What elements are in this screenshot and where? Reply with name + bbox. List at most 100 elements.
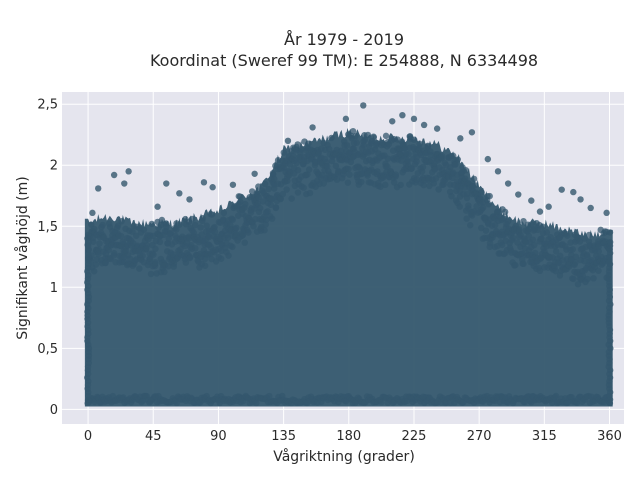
scatter-point-1338 [520, 260, 527, 268]
chart-title-line-1: År 1979 - 2019 [284, 30, 404, 49]
outlier-point-24 [229, 181, 237, 188]
outlier-point-2 [410, 115, 418, 123]
scatter-point-1274 [498, 241, 506, 249]
outlier-point-29 [558, 186, 565, 193]
scatter-point-1436 [552, 248, 560, 255]
scatter-point-597 [279, 190, 287, 198]
outlier-point-25 [251, 170, 258, 177]
scatter-point-680 [305, 166, 313, 173]
scatter-point-1165 [463, 194, 471, 202]
scatter-point-110 [119, 238, 126, 246]
scatter-point-1370 [531, 241, 538, 249]
scatter-point-837 [356, 165, 364, 172]
scatter-point-181 [143, 245, 150, 252]
scatter-point-93 [114, 222, 122, 229]
outlier-point-27 [528, 197, 535, 204]
scatter-point-418 [220, 216, 227, 223]
scatter-point-544 [261, 180, 269, 188]
outlier-point-8 [468, 129, 476, 136]
scatter-point-1209 [478, 189, 485, 196]
scatter-point-380 [208, 211, 216, 218]
scatter-point-1157 [462, 175, 469, 182]
scatter-point-644 [294, 167, 302, 174]
scatter-point-1536 [585, 231, 593, 239]
scatter-point-578 [272, 204, 280, 211]
scatter-point-262 [170, 251, 177, 258]
scatter-point-300 [182, 259, 190, 266]
scatter-point-284 [177, 246, 184, 253]
scatter-point-525 [255, 194, 262, 201]
y-tick-label-2: 1 [50, 281, 58, 296]
scatter-point-734 [323, 163, 331, 170]
scatter-point-760 [332, 162, 340, 170]
scatter-point-1552 [590, 275, 597, 282]
outlier-point-0 [360, 102, 367, 109]
scatter-point-1185 [470, 175, 478, 183]
scatter-point-1366 [529, 236, 537, 243]
scatter-point-1534 [584, 253, 591, 260]
scatter-point-82 [110, 250, 118, 257]
scatter-point-320 [188, 215, 196, 223]
outlier-point-28 [545, 203, 552, 210]
scatter-point-922 [384, 155, 392, 162]
scatter-point-1280 [501, 208, 509, 216]
outlier-point-11 [494, 168, 502, 175]
scatter-point-22 [90, 225, 98, 233]
scatter-point-44 [99, 221, 106, 229]
outlier-point-31 [587, 204, 594, 212]
scatter-point-574 [271, 175, 278, 183]
scatter-point-1172 [467, 222, 474, 229]
scatter-point-242 [163, 223, 170, 230]
scatter-point-354 [199, 217, 206, 225]
scatter-point-1396 [539, 223, 547, 230]
scatter-point-890 [374, 168, 381, 175]
scatter-point-210 [152, 259, 159, 266]
scatter-point-662 [300, 184, 307, 191]
scatter-point-749 [328, 134, 335, 142]
scatter-point-741 [325, 145, 333, 153]
x-tick-label-2: 90 [210, 429, 227, 444]
scatter-point-1506 [574, 281, 582, 288]
x-tick-label-5: 225 [402, 429, 427, 444]
scatter-point-878 [370, 134, 377, 141]
scatter-point-1130 [452, 161, 459, 168]
scatter-point-1086 [438, 152, 446, 160]
scatter-point-1250 [491, 221, 499, 229]
scatter-point-1298 [506, 244, 514, 251]
scatter-point-1361 [528, 221, 535, 228]
x-tick-label-1: 45 [145, 429, 162, 444]
scatter-point-766 [333, 176, 341, 183]
scatter-point-1393 [538, 235, 545, 242]
x-tick-label-3: 135 [271, 429, 296, 444]
scatter-point-1490 [569, 246, 576, 253]
scatter-point-1030 [419, 163, 427, 171]
scatter-point-524 [255, 183, 262, 190]
scatter-point-658 [298, 146, 305, 153]
scatter-point-554 [264, 208, 271, 215]
scatter-point-1695 [606, 238, 614, 246]
scatter-point-1121 [449, 174, 456, 182]
scatter-point-570 [269, 169, 277, 177]
scatter-point-1221 [482, 227, 490, 234]
outlier-point-5 [420, 121, 428, 129]
outlier-point-20 [200, 179, 208, 186]
scatter-point-942 [390, 179, 398, 186]
outlier-point-19 [176, 190, 183, 197]
scatter-point-282 [176, 221, 183, 228]
outlier-point-13 [125, 168, 132, 175]
scatter-point-1009 [413, 154, 420, 161]
scatter-point-1306 [510, 234, 517, 242]
scatter-point-725 [320, 180, 327, 187]
scatter-point-1018 [416, 144, 423, 152]
scatter-point-470 [236, 193, 244, 200]
scatter-point-921 [384, 163, 391, 170]
scatter-point-1233 [486, 243, 493, 251]
scatter-point-798 [344, 179, 352, 186]
scatter-point-149 [133, 232, 140, 239]
scatter-point-1029 [420, 181, 427, 189]
scatter-point-1520 [579, 273, 587, 280]
scatter-point-1137 [454, 156, 462, 163]
scatter-point-1437 [552, 267, 559, 275]
scatter-point-600 [280, 149, 288, 156]
